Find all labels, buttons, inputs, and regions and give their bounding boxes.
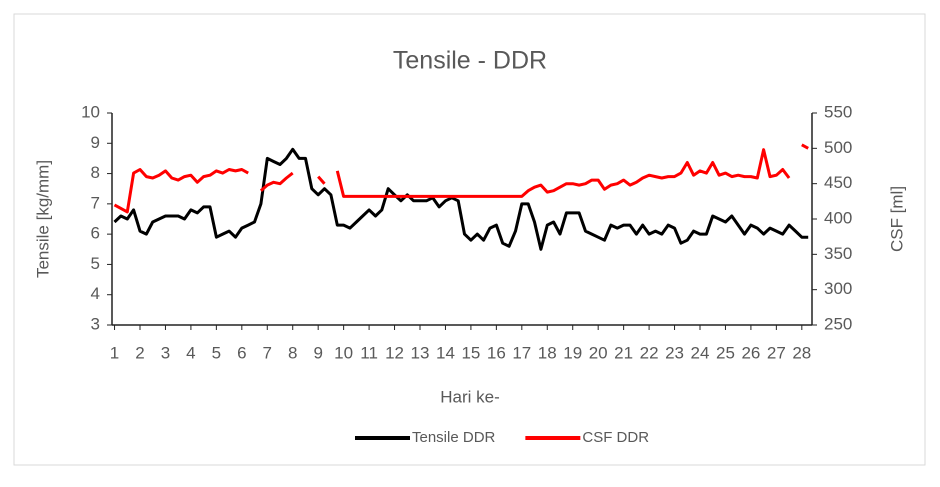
line-series bbox=[113, 143, 809, 214]
y2-tick-label: 450 bbox=[824, 173, 852, 192]
x-tick-label: 23 bbox=[665, 343, 684, 362]
x-tick-label: 19 bbox=[563, 343, 582, 362]
y2-tick-label: 300 bbox=[824, 279, 852, 298]
y-tick-label: 10 bbox=[81, 102, 100, 121]
x-tick-label: 25 bbox=[716, 343, 735, 362]
x-tick-label: 18 bbox=[538, 343, 557, 362]
chart-title: Tensile - DDR bbox=[393, 47, 547, 75]
y2-axis-title: CSF [ml] bbox=[887, 186, 906, 252]
x-tick-label: 14 bbox=[436, 343, 455, 362]
x-tick-label: 3 bbox=[161, 343, 170, 362]
x-tick-label: 24 bbox=[691, 343, 710, 362]
x-tick-label: 10 bbox=[334, 343, 353, 362]
x-tick-label: 13 bbox=[411, 343, 430, 362]
x-tick-label: 27 bbox=[767, 343, 786, 362]
y2-tick-label: 500 bbox=[824, 138, 852, 157]
x-tick-label: 1 bbox=[110, 343, 119, 362]
x-tick-label: 4 bbox=[186, 343, 195, 362]
y-tick-label: 5 bbox=[91, 254, 100, 273]
y-tick-label: 6 bbox=[91, 224, 100, 243]
x-axis-title: Hari ke- bbox=[440, 387, 500, 406]
y-tick-label: 3 bbox=[91, 314, 100, 333]
y-tick-label: 7 bbox=[91, 193, 100, 212]
x-tick-label: 15 bbox=[461, 343, 480, 362]
x-tick-label: 8 bbox=[288, 343, 297, 362]
x-tick-label: 5 bbox=[212, 343, 221, 362]
x-tick-label: 22 bbox=[640, 343, 659, 362]
legend-label: Tensile DDR bbox=[412, 429, 496, 446]
x-tick-label: 11 bbox=[360, 343, 378, 362]
y2-tick-label: 400 bbox=[824, 208, 852, 227]
y2-tick-label: 350 bbox=[824, 244, 852, 263]
x-tick-label: 12 bbox=[385, 343, 404, 362]
line-series bbox=[113, 147, 809, 251]
x-tick-label: 9 bbox=[313, 343, 322, 362]
legend-label: CSF DDR bbox=[582, 429, 649, 446]
x-tick-label: 2 bbox=[135, 343, 144, 362]
x-tick-label: 21 bbox=[614, 343, 633, 362]
y-tick-label: 9 bbox=[91, 133, 100, 152]
y2-tick-label: 550 bbox=[824, 102, 852, 121]
x-tick-label: 17 bbox=[512, 343, 531, 362]
x-tick-label: 28 bbox=[792, 343, 811, 362]
y-axis-title: Tensile [kg/mm] bbox=[33, 160, 52, 278]
x-tick-label: 6 bbox=[237, 343, 246, 362]
y-tick-label: 8 bbox=[91, 163, 100, 182]
x-tick-label: 20 bbox=[589, 343, 608, 362]
x-tick-label: 7 bbox=[263, 343, 272, 362]
y2-tick-label: 250 bbox=[824, 314, 852, 333]
y-tick-label: 4 bbox=[91, 284, 100, 303]
x-tick-label: 26 bbox=[741, 343, 760, 362]
x-tick-label: 16 bbox=[487, 343, 506, 362]
